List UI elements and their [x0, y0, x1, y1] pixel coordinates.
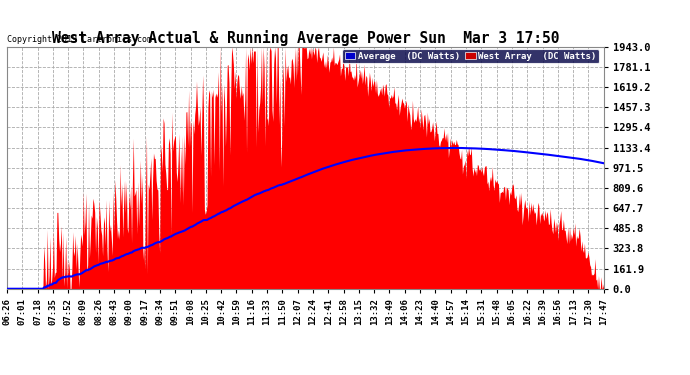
Legend: Average  (DC Watts), West Array  (DC Watts): Average (DC Watts), West Array (DC Watts…: [342, 49, 599, 63]
Title: West Array Actual & Running Average Power Sun  Mar 3 17:50: West Array Actual & Running Average Powe…: [52, 30, 559, 46]
Text: Copyright 2019 Cartronics.com: Copyright 2019 Cartronics.com: [7, 36, 152, 45]
